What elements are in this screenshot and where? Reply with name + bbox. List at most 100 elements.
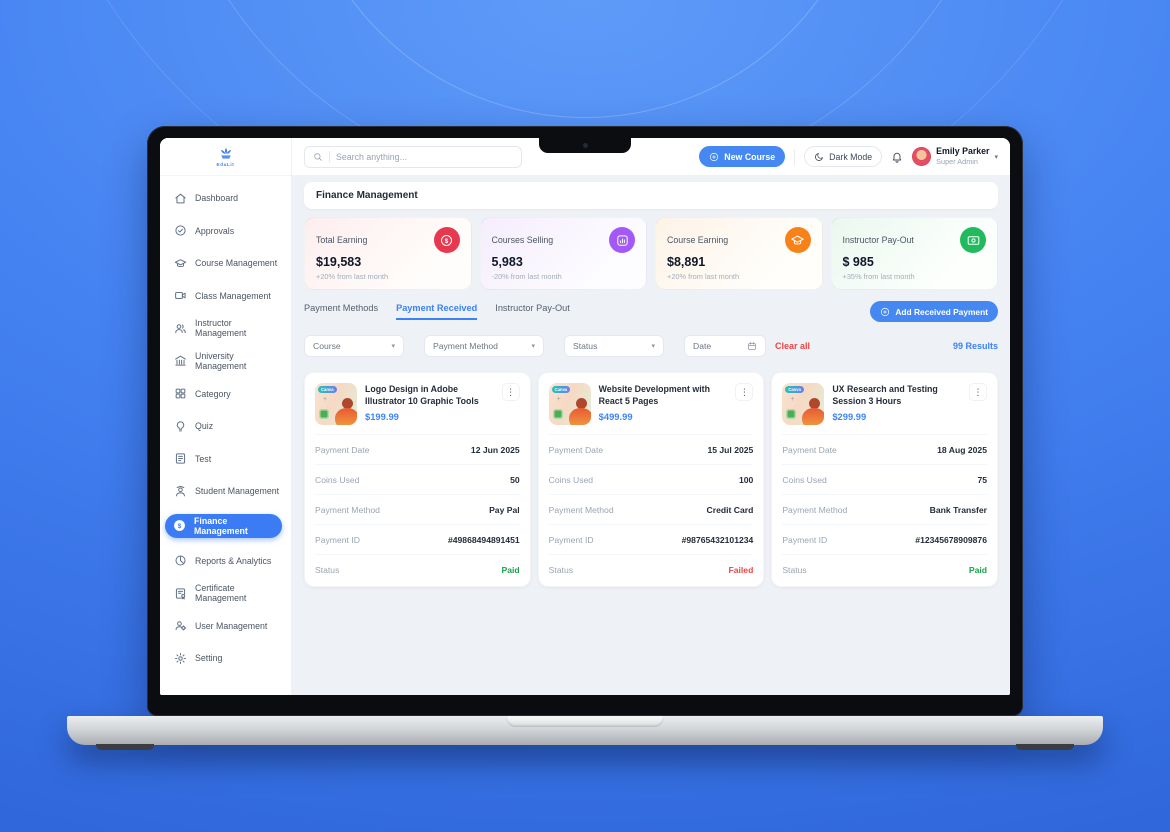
camera-notch xyxy=(539,138,631,153)
search-icon xyxy=(314,152,322,161)
payment-card: Canva + UX Research and Testing Session … xyxy=(771,372,998,587)
plus-circle-icon xyxy=(881,307,890,316)
app-tile xyxy=(319,409,329,419)
sidebar-item-approvals[interactable]: Approvals xyxy=(160,221,291,241)
chevron-down-icon: ▾ xyxy=(531,343,535,350)
tab-payment-received[interactable]: Payment Received xyxy=(396,303,478,320)
canva-badge: Canva xyxy=(551,386,571,393)
status-badge: Failed xyxy=(728,564,754,575)
clear-all-button[interactable]: Clear all xyxy=(775,341,811,351)
topbar-divider xyxy=(794,148,796,165)
sidebar-item-quiz[interactable]: Quiz xyxy=(160,416,291,436)
user-gear-icon xyxy=(174,619,187,632)
course-title: UX Research and Testing Session 3 Hours xyxy=(832,384,938,406)
sidebar-item-user-management[interactable]: User Management xyxy=(160,616,291,636)
tab-payment-methods[interactable]: Payment Methods xyxy=(304,303,379,313)
grid-icon xyxy=(174,387,187,400)
sidebar-item-certificate-management[interactable]: Certificate Management xyxy=(160,583,291,603)
plus-glyph: + xyxy=(556,396,561,403)
notification-bell-icon[interactable] xyxy=(891,151,903,163)
laptop-base xyxy=(67,716,1103,745)
payment-row: Status Paid xyxy=(315,554,520,584)
plus-glyph: + xyxy=(790,396,795,403)
status-badge: Paid xyxy=(968,564,987,575)
lightbulb-icon xyxy=(174,420,187,433)
logo-tulip-icon xyxy=(220,147,231,159)
course-filter-select[interactable]: Course ▾ xyxy=(304,335,404,357)
payment-row: Payment ID #49868494891451 xyxy=(315,524,520,554)
kebab-menu-icon[interactable]: ⋮ xyxy=(501,383,520,401)
avatar xyxy=(912,147,932,166)
sidebar-item-class-management[interactable]: Class Management xyxy=(160,286,291,306)
app-tile xyxy=(786,409,797,419)
sidebar-item-category[interactable]: Category xyxy=(160,384,291,404)
app-tile xyxy=(552,409,563,419)
plus-glyph: + xyxy=(323,396,328,403)
filters-row: Course ▾ Payment Method ▾ Status ▾ Date xyxy=(304,335,998,357)
payment-row: Payment ID #12345678909876 xyxy=(782,524,987,554)
sidebar-item-dashboard[interactable]: Dashboard xyxy=(160,188,291,208)
course-price: $499.99 xyxy=(598,410,633,422)
kebab-menu-icon[interactable]: ⋮ xyxy=(735,383,754,401)
user-role: Super Admin xyxy=(936,157,978,167)
course-title: Website Development with React 5 Pages xyxy=(598,384,710,406)
stat-card-total-earning: Total Earning $ $19,583 +20% from last m… xyxy=(304,217,472,290)
sidebar-item-course-management[interactable]: Course Management xyxy=(160,253,291,273)
sidebar-item-test[interactable]: Test xyxy=(160,449,291,469)
payment-row: Status Paid xyxy=(782,554,987,584)
brand-logo[interactable]: EduLit xyxy=(160,138,291,176)
search-divider xyxy=(329,151,330,162)
sidebar-item-student-management[interactable]: Student Management xyxy=(160,481,291,501)
user-menu[interactable]: Emily Parker Super Admin ▾ xyxy=(912,146,998,166)
video-icon xyxy=(174,289,187,302)
course-thumbnail: Canva + xyxy=(548,383,591,425)
payment-method-filter-select[interactable]: Payment Method ▾ xyxy=(424,335,544,357)
page-title-bar: Finance Management xyxy=(304,182,998,209)
laptop-screen-bezel: EduLit Dashboard Approvals Course Manage… xyxy=(147,126,1023,716)
search-box[interactable] xyxy=(304,145,522,168)
pie-chart-icon xyxy=(174,554,187,567)
tab-instructor-payout[interactable]: Instructor Pay-Out xyxy=(495,303,570,313)
sidebar-item-finance-management[interactable]: $ Finance Management xyxy=(165,513,282,538)
svg-text:$: $ xyxy=(178,523,182,530)
home-icon xyxy=(174,192,187,205)
sidebar-item-reports-analytics[interactable]: Reports & Analytics xyxy=(160,551,291,571)
kebab-menu-icon[interactable]: ⋮ xyxy=(969,383,987,401)
course-price: $199.99 xyxy=(365,410,399,422)
dollar-circle-icon: $ xyxy=(433,227,460,253)
add-received-payment-button[interactable]: Add Received Payment xyxy=(870,301,998,322)
sidebar-item-instructor-management[interactable]: Instructor Management xyxy=(160,318,291,338)
course-thumbnail: Canva + xyxy=(782,383,825,425)
chevron-down-icon: ▾ xyxy=(994,153,998,161)
content-area: Finance Management Total Earning $ $19,5… xyxy=(292,176,1010,695)
payment-row: Status Failed xyxy=(548,554,754,584)
certificate-icon xyxy=(174,587,187,600)
sidebar-item-university-management[interactable]: University Management xyxy=(160,351,291,371)
person-illustration xyxy=(568,397,591,425)
graduation-cap-icon xyxy=(784,227,811,253)
camera-dot xyxy=(582,143,588,148)
dark-mode-button[interactable]: Dark Mode xyxy=(804,146,883,167)
date-filter[interactable]: Date xyxy=(684,335,766,357)
stat-card-courses-selling: Courses Selling 5,983 -20% from last mon… xyxy=(479,217,647,290)
payment-row: Payment Date 15 Jul 2025 xyxy=(548,434,754,464)
canva-badge: Canva xyxy=(318,386,337,393)
payment-row: Payment Method Bank Transfer xyxy=(782,494,987,524)
course-thumbnail: Canva + xyxy=(315,383,357,425)
new-course-button[interactable]: New Course xyxy=(699,146,786,167)
payment-row: Coins Used 50 xyxy=(315,464,520,494)
payment-row: Payment Method Pay Pal xyxy=(315,494,520,524)
users-icon xyxy=(174,322,187,335)
laptop-foot xyxy=(1016,744,1074,750)
stat-card-instructor-payout: Instructor Pay-Out $ 985 +35% from last … xyxy=(830,217,998,290)
payment-row: Payment Date 12 Jun 2025 xyxy=(315,434,520,464)
payment-row: Payment Method Credit Card xyxy=(548,494,754,524)
stat-card-course-earning: Course Earning $8,891 +20% from last mon… xyxy=(655,217,823,290)
payment-row: Payment Date 18 Aug 2025 xyxy=(782,434,987,464)
sidebar: EduLit Dashboard Approvals Course Manage… xyxy=(160,138,292,695)
stats-row: Total Earning $ $19,583 +20% from last m… xyxy=(304,217,998,290)
status-filter-select[interactable]: Status ▾ xyxy=(564,335,664,357)
check-circle-icon xyxy=(174,224,187,237)
search-input[interactable] xyxy=(336,151,513,162)
sidebar-item-setting[interactable]: Setting xyxy=(160,648,291,668)
